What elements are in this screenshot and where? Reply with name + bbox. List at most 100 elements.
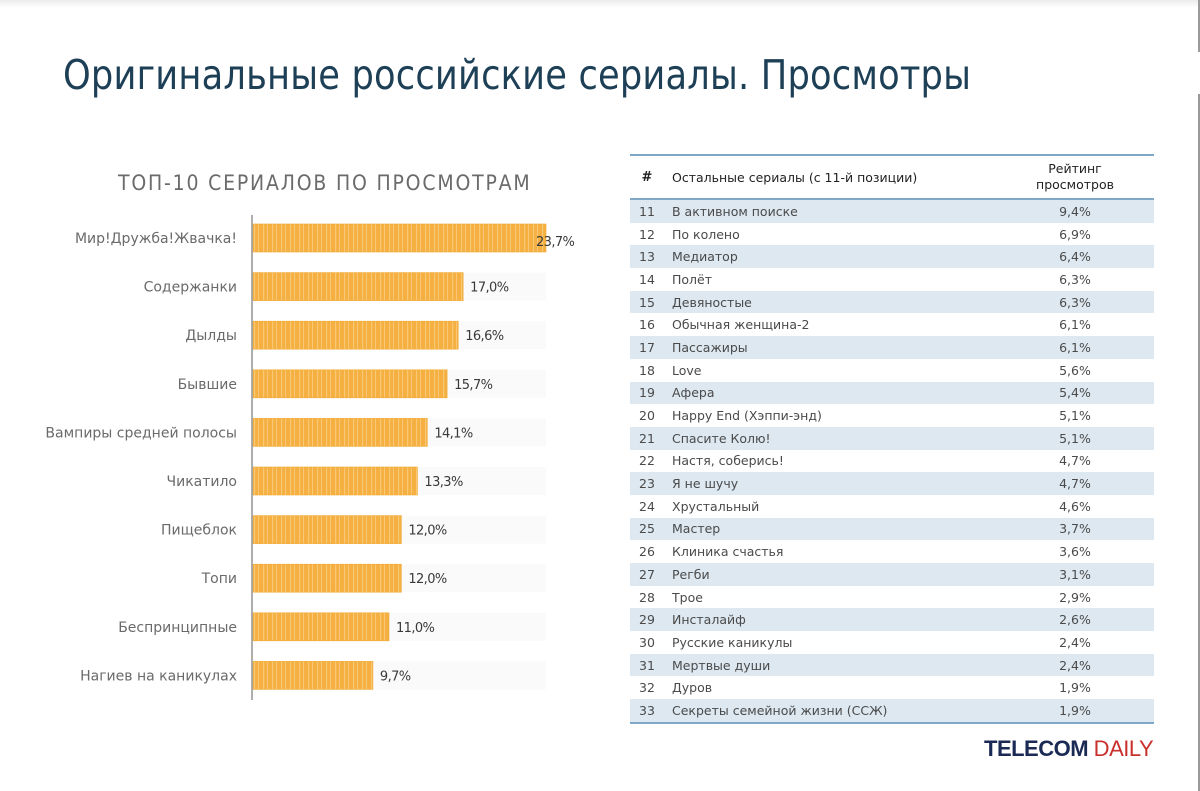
value-label: 23,7%	[536, 235, 575, 250]
header-rating-line1: Рейтинг	[1048, 161, 1102, 176]
bar	[252, 418, 428, 447]
cell-name: Love	[672, 362, 702, 378]
cell-num: 30	[639, 634, 655, 650]
category-label: Вампиры средней полосы	[45, 425, 237, 441]
table-row: 14 Полёт 6,3%	[630, 268, 1154, 291]
cell-rating: 2,4%	[996, 653, 1154, 677]
cell-name: Мертвые души	[664, 653, 996, 677]
cell-rating: 6,1%	[996, 336, 1154, 359]
table-row: 24 Хрустальный 4,6%	[630, 495, 1154, 518]
cell-num: 12	[639, 226, 655, 242]
cell-name: Полёт	[672, 271, 713, 287]
page-title: Оригинальные российские сериалы. Просмот…	[63, 51, 972, 100]
table-row: 33 Секреты семейной жизни (ССЖ) 1,9%	[630, 699, 1154, 723]
cell-rating: 6,4%	[996, 245, 1154, 269]
table-row: 27 Регби 3,1%	[630, 563, 1154, 586]
cell-rating: 4,7%	[1059, 453, 1091, 469]
value-label: 16,6%	[465, 329, 504, 344]
cell-num: 14	[639, 271, 655, 287]
cell-num: 13	[630, 245, 664, 269]
table-row: 11 В активном поиске 9,4%	[630, 199, 1154, 223]
cell-num: 26	[639, 544, 655, 560]
cell-rating: 3,6%	[1059, 544, 1091, 560]
cell-num: 17	[630, 336, 664, 359]
cell-name: Клиника счастья	[672, 544, 784, 560]
table-row: 17 Пассажиры 6,1%	[630, 336, 1154, 359]
cell-num: 24	[639, 498, 655, 514]
logo-telecom: TELECOM	[984, 736, 1089, 761]
cell-num: 18	[639, 362, 655, 378]
bar	[252, 466, 418, 496]
category-label: Пищеблок	[161, 523, 237, 539]
value-label: 9,7%	[380, 669, 411, 684]
value-label: 12,0%	[408, 524, 447, 539]
cell-num: 19	[630, 381, 664, 405]
cell-rating: 2,4%	[1059, 634, 1091, 650]
table-row: 26 Клиника счастья 3,6%	[630, 540, 1154, 563]
top10-bar-chart: Мир!Дружба!Жвачка! Содержанки Дылды Бывшие В…	[45, 215, 575, 700]
cell-rating: 5,6%	[1059, 362, 1091, 378]
header-num: #	[630, 155, 664, 200]
cell-rating: 6,1%	[1059, 317, 1091, 333]
category-label: Нагиев на каникулах	[80, 668, 237, 684]
value-label: 13,3%	[424, 475, 463, 490]
cell-rating: 2,9%	[1059, 589, 1091, 605]
cell-name: Пассажиры	[664, 336, 996, 359]
cell-num: 23	[630, 472, 664, 495]
cell-num: 20	[639, 408, 655, 424]
table-row: 28 Трое 2,9%	[630, 586, 1154, 609]
bar	[252, 612, 390, 642]
logo-daily: DAILY	[1088, 736, 1154, 761]
header-name: Остальные сериалы (с 11-й позиции)	[664, 155, 996, 200]
bar	[252, 515, 402, 544]
table-row: 19 Афера 5,4%	[630, 381, 1154, 405]
cell-num: 15	[630, 290, 664, 314]
cell-num: 25	[630, 517, 664, 541]
cell-name: Я не шучу	[664, 472, 996, 495]
value-label: 11,0%	[396, 621, 435, 636]
cell-num: 27	[630, 563, 664, 586]
table-row: 21 Спасите Колю! 5,1%	[630, 426, 1154, 450]
category-labels-group: Мир!Дружба!Жвачка! Содержанки Дылды Бывшие В…	[45, 231, 237, 684]
value-label: 14,1%	[434, 426, 473, 441]
category-label: Содержанки	[144, 280, 237, 296]
value-labels-group: 23,7% 17,0% 16,6% 15,7% 14,1% 13,3% 12,0% 12,0%…	[380, 235, 575, 684]
category-label: Бывшие	[178, 377, 237, 393]
cell-rating: 5,4%	[996, 381, 1154, 405]
cell-num: 32	[639, 680, 655, 696]
cell-name: Мастер	[664, 517, 996, 541]
table-row: 15 Девяностые 6,3%	[630, 290, 1154, 314]
table-row: 18 Love 5,6%	[630, 359, 1154, 382]
cell-name: Секреты семейной жизни (ССЖ)	[664, 699, 996, 723]
cell-num: 21	[630, 426, 664, 450]
right-edge-gap	[1198, 52, 1200, 94]
cell-rating: 3,1%	[996, 563, 1154, 586]
cell-num: 28	[639, 589, 655, 605]
table-body: 11 В активном поиске 9,4% 12 По колено 6,9% 13…	[630, 199, 1154, 723]
top-shadow-band	[0, 0, 1200, 8]
bar	[252, 320, 459, 350]
cell-num: 33	[630, 699, 664, 723]
right-edge-divider	[1198, 0, 1200, 791]
cell-rating: 2,6%	[996, 608, 1154, 632]
chart-title: ТОП-10 СЕРИАЛОВ ПО ПРОСМОТРАМ	[118, 171, 532, 195]
category-label: Беспринципные	[118, 620, 237, 636]
cell-rating: 6,9%	[1059, 226, 1091, 242]
bars-group	[252, 223, 547, 690]
cell-name: Обычная женщина-2	[672, 317, 810, 333]
cell-rating: 4,7%	[996, 472, 1154, 495]
cell-name: Хрустальный	[672, 498, 760, 514]
cell-num: 16	[639, 317, 655, 333]
bar	[252, 563, 402, 593]
remaining-series-table: # Остальные сериалы (с 11-й позиции) Рей…	[630, 154, 1154, 724]
header-rating-line2: просмотров	[1036, 177, 1114, 192]
cell-rating: 6,3%	[1059, 271, 1091, 287]
category-label: Чикатило	[167, 474, 238, 490]
table-row: 13 Медиатор 6,4%	[630, 245, 1154, 269]
table-row: 29 Инсталайф 2,6%	[630, 608, 1154, 632]
cell-num: 22	[639, 453, 655, 469]
category-label: Дылды	[185, 328, 237, 344]
bar	[252, 661, 374, 690]
bar	[252, 272, 464, 301]
table-row: 25 Мастер 3,7%	[630, 517, 1154, 541]
